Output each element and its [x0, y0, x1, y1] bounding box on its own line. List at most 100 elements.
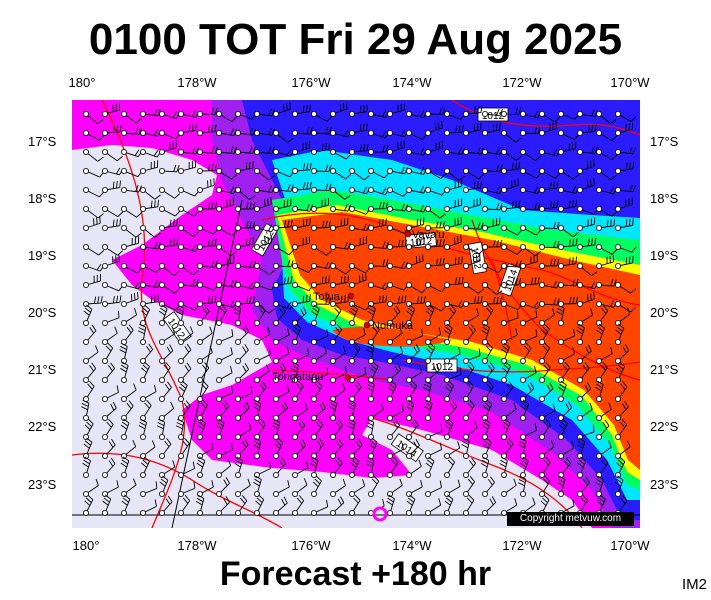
wind-barb [405, 217, 425, 232]
wind-barb [500, 162, 521, 175]
wind-barb [272, 198, 292, 213]
lat-label-right-17s: 17°S [650, 134, 679, 149]
lat-label-left-22s: 22°S [28, 419, 57, 434]
place-label-nomuka: Nomuka [372, 320, 414, 332]
wind-barb [423, 380, 432, 402]
wind-barb [215, 168, 238, 180]
wind-barb [557, 475, 566, 497]
wind-barb [310, 401, 326, 421]
wind-barb [310, 183, 332, 194]
wind-barb [197, 380, 209, 402]
wind-barb [596, 129, 618, 142]
wind-barb [329, 149, 352, 160]
wind-barb [178, 437, 190, 459]
wind-barb [215, 304, 228, 326]
wind-barb [140, 199, 160, 213]
wind-barb [82, 494, 94, 516]
wind-barb [234, 495, 248, 516]
wind-barb [272, 384, 290, 402]
wind-barb [272, 102, 291, 117]
wind-barb [481, 186, 504, 195]
wind-barb [310, 198, 329, 213]
wind-barb [615, 419, 628, 440]
wind-barb [215, 400, 230, 421]
wind-barb [140, 241, 161, 250]
wind-barb [328, 399, 338, 421]
isobar-label: 1012 [431, 362, 454, 373]
wind-barb [596, 206, 618, 217]
wind-barb [615, 243, 637, 253]
wind-barb [197, 225, 219, 235]
wind-barb [178, 481, 196, 497]
wind-barb [291, 141, 310, 156]
wind-barb [101, 124, 122, 136]
wind-barb [481, 362, 495, 383]
wind-barb [291, 495, 305, 516]
wind-barb [481, 108, 503, 117]
wind-barb [386, 281, 409, 291]
wind-barb [348, 168, 370, 181]
wind-barb [272, 276, 293, 288]
wind-barb [405, 204, 428, 213]
wind-barb [462, 281, 485, 294]
wind-barb [443, 456, 456, 478]
wind-barb [615, 110, 637, 122]
wind-barb [101, 295, 122, 307]
wind-barb [576, 424, 595, 440]
wind-barb [215, 300, 238, 308]
wind-barb [234, 202, 256, 213]
wind-barb [538, 342, 550, 364]
wind-barb [348, 304, 359, 326]
wind-barb [538, 110, 561, 123]
wind-barb [291, 104, 311, 117]
wind-barb [366, 380, 375, 402]
wind-barb [443, 125, 464, 136]
wind-barb [500, 310, 519, 326]
wind-barb [576, 146, 598, 156]
wind-barb [596, 419, 610, 440]
wind-barb [500, 243, 523, 255]
wind-barb [215, 329, 234, 345]
wind-barb [615, 381, 628, 402]
wind-barb [462, 476, 475, 497]
isobar-line [261, 212, 641, 306]
wind-barb [291, 218, 311, 232]
wind-barb [120, 456, 130, 478]
wind-barb [595, 475, 604, 497]
wind-barb [462, 295, 483, 307]
wind-barb [424, 342, 436, 364]
copyright-label: Copyright metvuw.com [507, 512, 634, 526]
wind-barb [82, 478, 99, 497]
wind-barb [101, 243, 124, 256]
chart-title: 0100 TOT Fri 29 Aug 2025 [88, 15, 623, 64]
wind-barb [291, 127, 313, 136]
lat-label-right-19s: 19°S [650, 248, 679, 263]
wind-barb [405, 344, 421, 364]
wind-barb [215, 496, 230, 516]
wind-barb [576, 292, 595, 307]
wind-barb [443, 380, 455, 402]
wind-barb [481, 123, 501, 136]
weather-map: 1012 1012 1012 1012 1014 1012 1012 1014 … [71, 99, 641, 529]
wind-barb [215, 477, 230, 497]
wind-barb [158, 304, 168, 326]
wind-barb [291, 419, 306, 440]
wind-barb [367, 402, 384, 421]
wind-barb [159, 438, 172, 459]
wind-barb [443, 400, 458, 421]
wind-barb [443, 479, 461, 497]
wind-barb [519, 126, 541, 136]
wind-barb [500, 418, 511, 440]
wind-barb [82, 362, 97, 383]
wind-barb [462, 147, 485, 156]
wind-barb [272, 362, 287, 383]
wind-barb [596, 361, 608, 383]
wind-barb [500, 225, 523, 236]
wind-barb [367, 145, 389, 156]
wind-barb [481, 281, 503, 295]
wind-barb [140, 225, 161, 238]
wind-barb [405, 304, 416, 326]
wind-barb [82, 345, 99, 364]
wind-barb [82, 324, 97, 345]
wind-barb [538, 323, 550, 345]
